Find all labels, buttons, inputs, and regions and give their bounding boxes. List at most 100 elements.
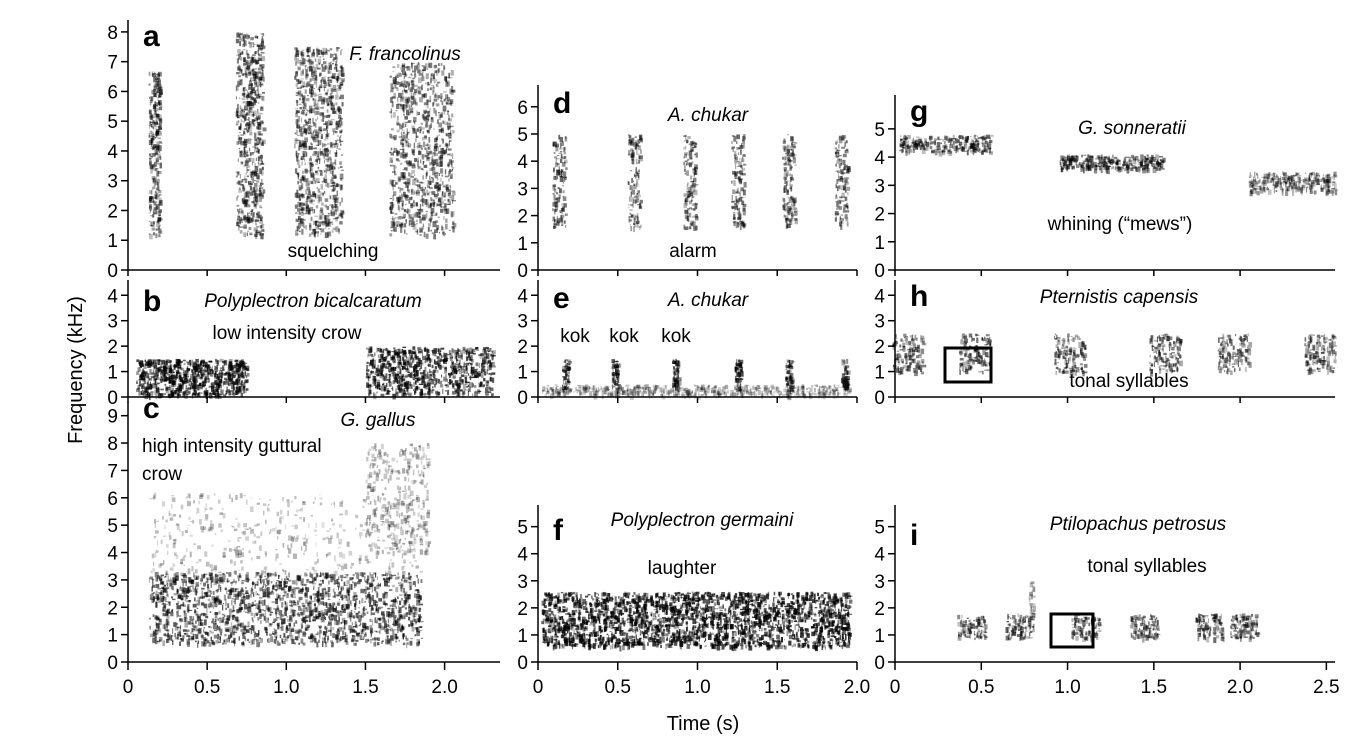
y-tick-label: 3 <box>107 571 118 592</box>
panel-letter: h <box>910 280 928 313</box>
species-name: F. francolinus <box>349 44 461 65</box>
call-label: alarm <box>669 241 717 262</box>
y-tick-label: 1 <box>517 234 528 255</box>
y-tick-label: 1 <box>517 363 528 384</box>
spectrogram-f <box>541 592 852 652</box>
call-label: kok <box>560 326 590 347</box>
y-tick-label: 5 <box>874 120 885 141</box>
species-name: Pternistis capensis <box>1040 287 1199 308</box>
x-tick-label: 1.5 <box>352 677 378 698</box>
y-tick-label: 4 <box>107 142 118 163</box>
y-tick-label: 5 <box>107 516 118 537</box>
y-tick-label: 7 <box>107 53 118 74</box>
x-tick-label: 0 <box>533 677 544 698</box>
y-tick-label: 1 <box>107 231 118 252</box>
x-tick-label: 0.5 <box>968 677 994 698</box>
x-tick-label: 2.0 <box>844 677 870 698</box>
y-tick-label: 5 <box>874 518 885 539</box>
species-name: Polyplectron germaini <box>611 510 794 531</box>
y-tick-label: 0 <box>517 388 528 409</box>
y-tick-label: 2 <box>517 599 528 620</box>
y-tick-label: 0 <box>107 261 118 282</box>
call-label: kok <box>609 326 639 347</box>
panel-letter: a <box>143 20 160 53</box>
species-name: Ptilopachus petrosus <box>1050 514 1227 535</box>
x-tick-label: 1.0 <box>684 677 710 698</box>
y-tick-label: 5 <box>517 125 528 146</box>
y-tick-label: 3 <box>107 312 118 333</box>
y-tick-label: 3 <box>874 176 885 197</box>
x-tick-label: 1.5 <box>1141 677 1167 698</box>
y-tick-label: 0 <box>107 653 118 674</box>
y-tick-label: 6 <box>517 98 528 119</box>
y-tick-label: 2 <box>874 337 885 358</box>
species-name: A. chukar <box>667 290 749 311</box>
spectrogram-g <box>899 135 1338 197</box>
y-tick-label: 0 <box>874 388 885 409</box>
panel-a: 0 1 2 3 4 5 6 7 8 a F. francolinus squelching <box>107 20 500 282</box>
y-tick-label: 4 <box>874 545 885 566</box>
x-tick-label: 0.5 <box>194 677 220 698</box>
y-tick-label: 8 <box>107 23 118 44</box>
panel-letter: b <box>143 285 161 318</box>
x-tick-label: 2.5 <box>1313 677 1339 698</box>
panel-letter: c <box>143 392 160 425</box>
y-tick-label: 3 <box>517 572 528 593</box>
y-tick-label: 4 <box>517 152 528 173</box>
call-label: crow <box>142 464 182 485</box>
spectrogram-d <box>552 134 851 232</box>
y-tick-label: 2 <box>107 337 118 358</box>
panel-letter: d <box>553 87 571 120</box>
y-tick-label: 0 <box>517 261 528 282</box>
y-axis-title: Frequency (kHz) <box>65 296 87 444</box>
x-tick-label: 0 <box>890 677 901 698</box>
y-tick-label: 1 <box>874 626 885 647</box>
y-tick-label: 5 <box>517 518 528 539</box>
y-tick-label: 2 <box>517 337 528 358</box>
y-tick-label: 4 <box>874 286 885 307</box>
y-tick-label: 2 <box>107 201 118 222</box>
panel-letter: g <box>910 95 928 128</box>
panel-letter: i <box>910 519 918 552</box>
call-label: low intensity crow <box>213 323 362 344</box>
y-tick-label: 3 <box>517 179 528 200</box>
y-tick-label: 2 <box>874 205 885 226</box>
call-label: kok <box>661 326 691 347</box>
species-name: G. sonneratii <box>1078 118 1186 139</box>
y-tick-label: 1 <box>107 363 118 384</box>
y-tick-label: 3 <box>107 172 118 193</box>
x-tick-label: 0.5 <box>605 677 631 698</box>
y-tick-label: 2 <box>874 599 885 620</box>
y-tick-label: 5 <box>107 112 118 133</box>
y-tick-label: 4 <box>517 545 528 566</box>
y-tick-label: 3 <box>874 312 885 333</box>
x-tick-label: 0 <box>123 677 134 698</box>
x-tick-label: 1.0 <box>273 677 299 698</box>
x-tick-label: 2.0 <box>431 677 457 698</box>
y-tick-label: 7 <box>107 461 118 482</box>
y-tick-label: 8 <box>107 434 118 455</box>
call-label: squelching <box>288 241 379 262</box>
call-label: whining (“mews”) <box>1047 214 1193 235</box>
call-label: high intensity guttural <box>142 436 322 457</box>
y-tick-label: 4 <box>107 544 118 565</box>
y-tick-label: 9 <box>107 407 118 428</box>
y-tick-label: 1 <box>874 363 885 384</box>
spectrogram-b <box>136 346 496 400</box>
y-tick-label: 4 <box>517 286 528 307</box>
y-tick-label: 6 <box>107 489 118 510</box>
x-axis-title: Time (s) <box>667 713 740 735</box>
y-tick-label: 0 <box>874 261 885 282</box>
y-tick-label: 2 <box>517 207 528 228</box>
y-tick-label: 3 <box>874 572 885 593</box>
y-tick-label: 0 <box>517 653 528 674</box>
y-tick-label: 1 <box>107 626 118 647</box>
y-tick-label: 6 <box>107 82 118 103</box>
panel-letter: f <box>553 514 564 547</box>
